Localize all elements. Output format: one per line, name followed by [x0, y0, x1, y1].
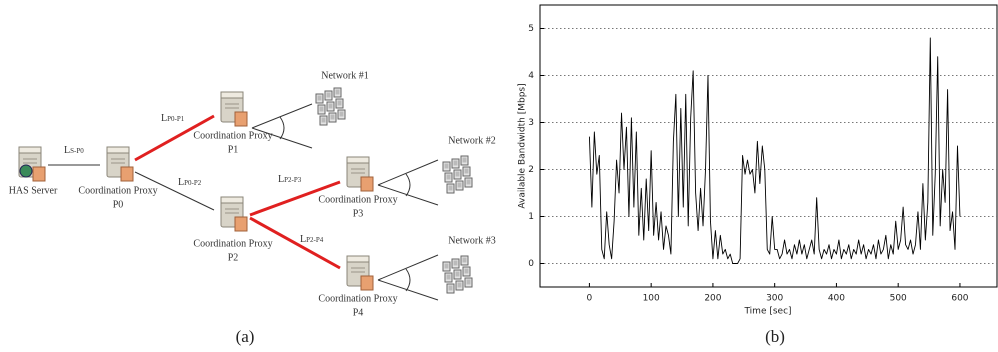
- y-tick-label: 4: [528, 71, 534, 81]
- node-label: Coordination Proxy: [78, 185, 157, 196]
- x-tick-label: 400: [828, 294, 845, 304]
- y-tick-label: 0: [528, 259, 534, 269]
- node-label: Coordination Proxy: [318, 293, 397, 304]
- node-id: P0: [113, 199, 124, 210]
- link-symbol: L: [64, 145, 70, 156]
- y-tick-label: 5: [528, 24, 534, 34]
- link: [134, 114, 215, 162]
- plot-frame: [539, 4, 998, 288]
- y-tick-label: 3: [528, 118, 534, 128]
- caption: (a): [236, 327, 255, 346]
- link-subscript: P0-P1: [167, 115, 185, 123]
- proxy-icon: [220, 91, 248, 127]
- link: [134, 171, 215, 211]
- proxy-icon: [106, 146, 134, 182]
- network-label: Network #3: [448, 235, 496, 246]
- node-id: P3: [353, 208, 364, 219]
- link-subscript: P2-P4: [306, 236, 324, 244]
- link-subscript: P2-P3: [284, 176, 302, 184]
- proxy-icon: [346, 156, 374, 192]
- wireless-link: [377, 159, 439, 206]
- x-tick-label: 600: [951, 294, 968, 304]
- link-subscript: P0-P2: [184, 179, 202, 187]
- link-label: LP0-P2: [178, 177, 202, 188]
- proxy-icon: [346, 255, 374, 291]
- link-symbol: L: [161, 113, 167, 124]
- device-cluster: [443, 156, 472, 193]
- node-label: HAS Server: [9, 185, 58, 196]
- wireless-link: [251, 103, 313, 149]
- x-tick-label: 0: [587, 294, 593, 304]
- network-label: Network #2: [448, 135, 496, 146]
- wireless-link: [377, 254, 439, 301]
- link-label: LP2-P3: [278, 174, 302, 185]
- x-axis-label: Time [sec]: [743, 307, 791, 317]
- link-symbol: L: [178, 177, 184, 188]
- x-tick-label: 500: [890, 294, 907, 304]
- node-label: Coordination Proxy: [318, 194, 397, 205]
- node-id: P2: [228, 252, 239, 263]
- node-id: P4: [353, 307, 364, 318]
- y-tick-label: 1: [528, 212, 534, 222]
- device-cluster: [443, 256, 472, 293]
- link-label: LS-P0: [64, 145, 84, 156]
- network-label: Network #1: [321, 70, 369, 81]
- link-symbol: L: [300, 234, 306, 245]
- device-cluster: [316, 88, 345, 125]
- caption: (b): [765, 327, 785, 346]
- node-id: P1: [228, 144, 239, 155]
- link-subscript: S-P0: [70, 147, 84, 155]
- node-label: Coordination Proxy: [193, 130, 272, 141]
- link: [249, 180, 341, 217]
- y-axis-label: Available Bandwidth [Mbps]: [518, 83, 528, 208]
- link-symbol: L: [278, 174, 284, 185]
- y-tick-label: 2: [528, 165, 534, 175]
- node-label: Coordination Proxy: [193, 238, 272, 249]
- proxy-icon: [220, 196, 248, 232]
- link-label: LP0-P1: [161, 113, 185, 124]
- data-line: [588, 37, 961, 264]
- server-icon: [18, 146, 46, 182]
- x-tick-label: 200: [704, 294, 721, 304]
- link: [249, 216, 341, 270]
- link-label: LP2-P4: [300, 234, 324, 245]
- x-tick-label: 300: [766, 294, 783, 304]
- x-tick-label: 100: [643, 294, 660, 304]
